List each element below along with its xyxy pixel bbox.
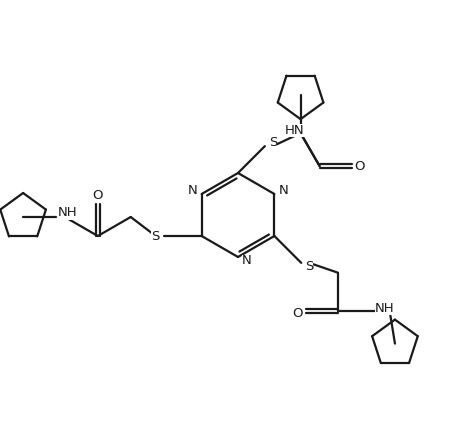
Text: O: O: [93, 189, 103, 202]
Text: S: S: [305, 260, 314, 273]
Text: NH: NH: [58, 206, 78, 219]
Text: NH: NH: [375, 302, 395, 315]
Text: S: S: [269, 136, 277, 149]
Text: S: S: [152, 230, 160, 243]
Text: N: N: [242, 255, 252, 267]
Text: O: O: [355, 160, 365, 173]
Text: N: N: [278, 183, 288, 197]
Text: N: N: [188, 183, 198, 197]
Text: O: O: [293, 307, 303, 320]
Text: HN: HN: [285, 124, 304, 137]
